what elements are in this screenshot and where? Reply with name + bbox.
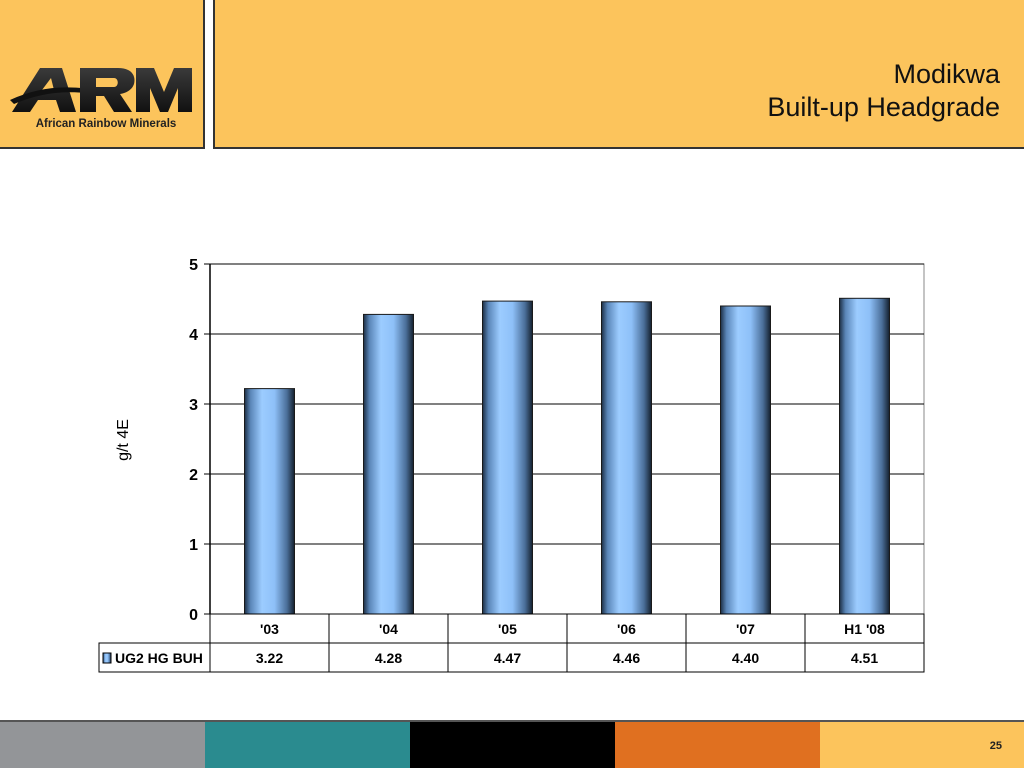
x-tick-label: '06 [617, 621, 636, 637]
arm-logo: African Rainbow Minerals [10, 62, 195, 134]
bar-2 [482, 300, 533, 615]
header-title-panel: Modikwa Built-up Headgrade [215, 0, 1024, 149]
page-title: Modikwa Built-up Headgrade [767, 58, 1000, 124]
footer-strip-yellow [820, 720, 1024, 768]
bar-chart: 0 1 2 3 4 5 '03 3.22 '04 4.28 '05 4.47 '06 4.46 '07 4.… [0, 240, 1024, 680]
data-label: 4.28 [375, 650, 402, 666]
bar-1 [363, 313, 414, 615]
y-tick-label: 5 [189, 257, 198, 274]
data-label: 4.51 [851, 650, 878, 666]
footer-top-line [0, 720, 1024, 722]
x-tick-label: '03 [260, 621, 279, 637]
y-tick-label: 4 [189, 327, 198, 344]
bar-chart-svg: 0 1 2 3 4 5 '03 3.22 '04 4.28 '05 4.47 '06 4.46 '07 4.… [98, 257, 925, 673]
bar-4 [720, 305, 771, 615]
page-number: 25 [989, 740, 1002, 752]
y-tick-label: 0 [189, 607, 198, 624]
y-tick-label: 2 [189, 467, 198, 484]
data-label: 4.40 [732, 650, 759, 666]
x-tick-label: '05 [498, 621, 517, 637]
arm-logo-mark [10, 68, 192, 112]
bar-3 [601, 301, 652, 615]
x-tick-label: H1 '08 [844, 621, 885, 637]
x-tick-label: '04 [379, 621, 398, 637]
plot-area [209, 263, 925, 615]
data-label: 4.47 [494, 650, 521, 666]
page-title-line-1: Modikwa [893, 59, 1000, 89]
footer-strip-black [410, 720, 615, 768]
logo-subtitle: African Rainbow Minerals [35, 118, 177, 130]
footer-strip-teal [205, 720, 410, 768]
legend-label: UG2 HG BUH [115, 650, 203, 666]
x-tick-label: '07 [736, 621, 755, 637]
page-title-line-2: Built-up Headgrade [767, 92, 1000, 122]
footer-bar [0, 720, 1024, 768]
bar-0 [244, 388, 295, 615]
header-separator [203, 0, 215, 149]
data-label: 3.22 [256, 650, 283, 666]
y-axis-label: g/t 4E [115, 419, 132, 461]
footer-strip-gray [0, 720, 205, 768]
legend-swatch [102, 652, 112, 664]
bar-5 [839, 297, 890, 615]
y-tick-label: 1 [189, 537, 198, 554]
data-table-value-row [98, 642, 925, 673]
data-label: 4.46 [613, 650, 640, 666]
header-logo-panel: African Rainbow Minerals [0, 0, 203, 149]
y-tick-label: 3 [189, 397, 198, 414]
footer-strip-orange [615, 720, 820, 768]
